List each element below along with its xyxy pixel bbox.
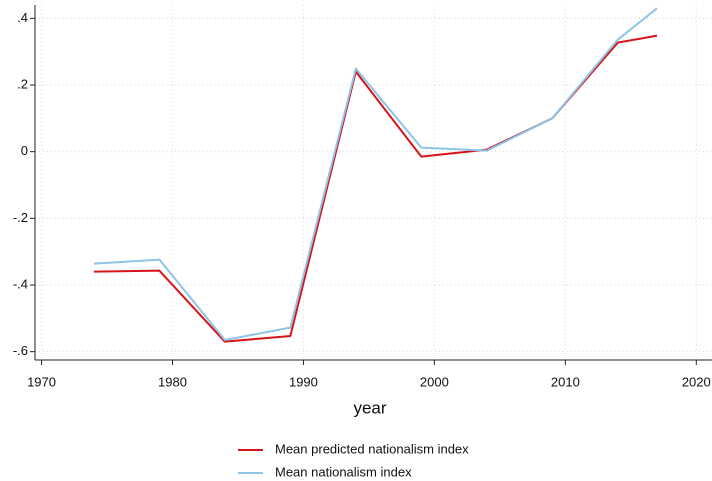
y-tick-label: 0 <box>21 143 28 158</box>
x-tick-label: 1980 <box>158 374 187 389</box>
y-tick-label: -.2 <box>13 210 28 225</box>
legend-label: Mean predicted nationalism index <box>275 441 469 456</box>
x-tick-label: 2000 <box>420 374 449 389</box>
x-tick-label: 2010 <box>551 374 580 389</box>
x-tick-label: 1990 <box>289 374 318 389</box>
legend-label: Mean nationalism index <box>275 464 412 479</box>
data-line <box>93 34 658 343</box>
x-tick-label: 2020 <box>682 374 711 389</box>
y-tick-label: -.6 <box>13 343 28 358</box>
x-axis-label: year <box>353 398 386 417</box>
y-tick-label: .4 <box>17 10 28 25</box>
y-tick-label: .2 <box>17 76 28 91</box>
x-tick-label: 1970 <box>27 374 56 389</box>
y-tick-label: -.4 <box>13 276 28 291</box>
data-line <box>93 7 658 341</box>
